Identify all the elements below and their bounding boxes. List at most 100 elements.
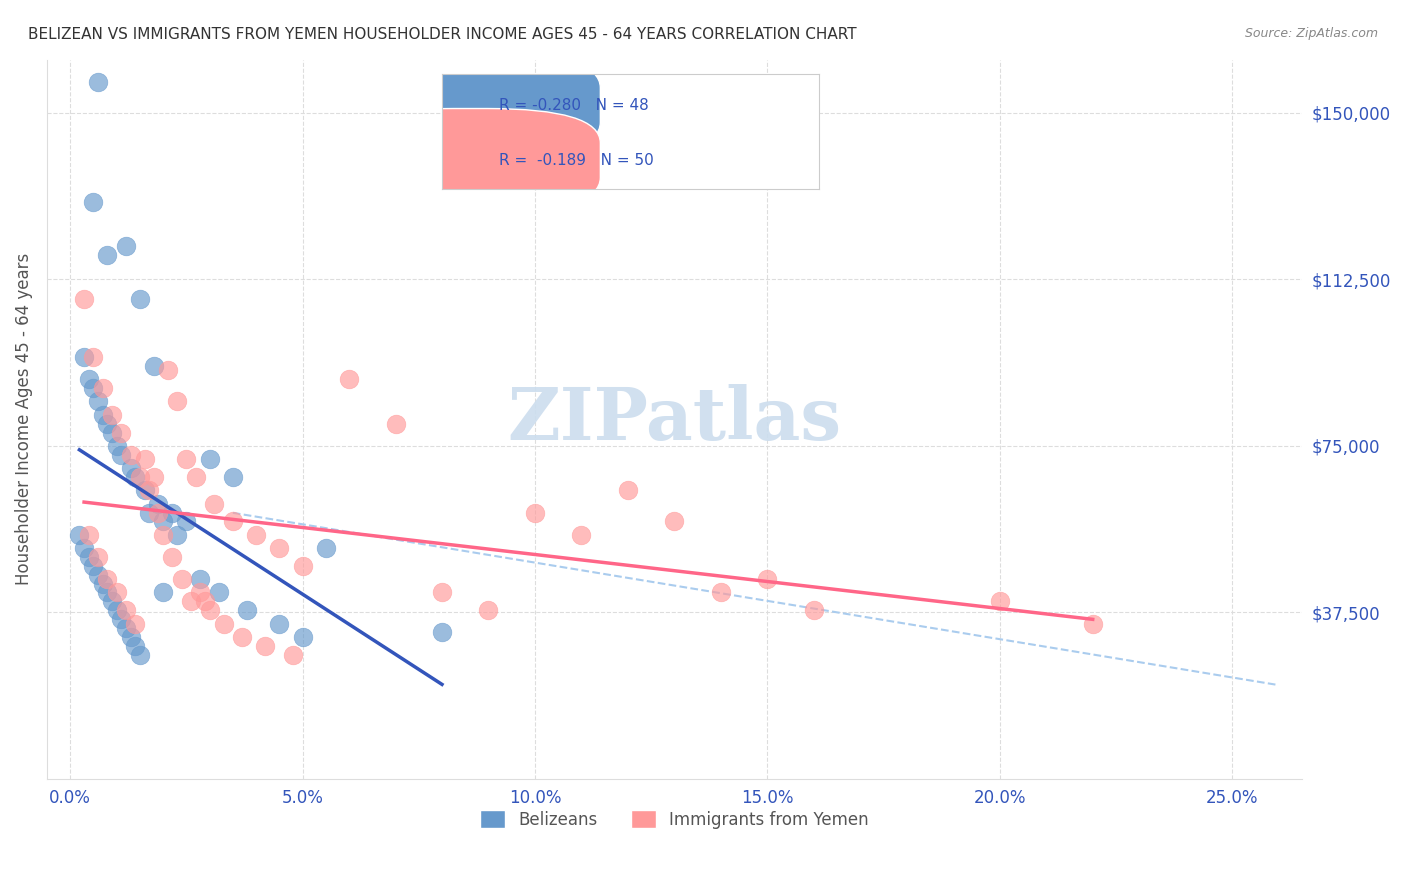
Point [222, 470, 245, 484]
Point [188, 572, 211, 586]
Point [105, 585, 128, 599]
Point [152, 585, 174, 599]
Point [101, 408, 124, 422]
Point [101, 594, 124, 608]
Point [124, 616, 146, 631]
Point [91, 381, 114, 395]
Point [87, 75, 110, 89]
Point [170, 572, 193, 586]
Y-axis label: Householder Income Ages 45 - 64 years: Householder Income Ages 45 - 64 years [15, 253, 32, 585]
Point [194, 594, 217, 608]
Point [91, 576, 114, 591]
Point [82, 350, 104, 364]
Point [756, 572, 779, 586]
Point [571, 527, 593, 541]
Point [73, 293, 96, 307]
Point [148, 497, 170, 511]
Point [148, 506, 170, 520]
Point [96, 572, 118, 586]
Point [128, 470, 150, 484]
Point [115, 621, 138, 635]
Point [152, 527, 174, 541]
Point [166, 394, 188, 409]
Point [384, 417, 406, 431]
Point [134, 483, 156, 498]
Point [1081, 616, 1104, 631]
Text: Source: ZipAtlas.com: Source: ZipAtlas.com [1244, 27, 1378, 40]
Point [988, 594, 1011, 608]
Point [115, 603, 138, 617]
Point [291, 558, 314, 573]
Point [254, 639, 277, 653]
Point [87, 549, 110, 564]
Point [82, 558, 104, 573]
Point [162, 549, 184, 564]
Point [803, 603, 825, 617]
Point [523, 506, 546, 520]
Point [110, 425, 132, 440]
Point [142, 470, 165, 484]
Point [96, 585, 118, 599]
Point [152, 515, 174, 529]
Point [134, 452, 156, 467]
Point [120, 630, 142, 644]
Point [142, 359, 165, 373]
Point [115, 239, 138, 253]
Point [202, 497, 225, 511]
Point [124, 639, 146, 653]
Point [110, 612, 132, 626]
Point [176, 452, 198, 467]
Point [124, 470, 146, 484]
Point [77, 372, 100, 386]
Point [77, 549, 100, 564]
Legend: Belizeans, Immigrants from Yemen: Belizeans, Immigrants from Yemen [474, 804, 876, 835]
Point [105, 439, 128, 453]
Point [710, 585, 733, 599]
Point [101, 425, 124, 440]
Point [120, 461, 142, 475]
Point [664, 515, 686, 529]
Point [283, 648, 305, 662]
Point [269, 541, 291, 555]
Point [477, 603, 499, 617]
Point [128, 293, 150, 307]
Point [128, 648, 150, 662]
Point [184, 470, 207, 484]
Point [231, 630, 253, 644]
Point [96, 417, 118, 431]
Text: BELIZEAN VS IMMIGRANTS FROM YEMEN HOUSEHOLDER INCOME AGES 45 - 64 YEARS CORRELAT: BELIZEAN VS IMMIGRANTS FROM YEMEN HOUSEH… [28, 27, 856, 42]
Point [222, 515, 245, 529]
Point [138, 483, 160, 498]
Point [82, 194, 104, 209]
Point [162, 506, 184, 520]
Point [105, 603, 128, 617]
Point [73, 350, 96, 364]
Point [180, 594, 202, 608]
Point [87, 567, 110, 582]
Point [67, 527, 90, 541]
Point [91, 408, 114, 422]
Point [198, 452, 221, 467]
Point [87, 394, 110, 409]
Point [617, 483, 640, 498]
Point [208, 585, 231, 599]
Point [430, 625, 453, 640]
Point [236, 603, 259, 617]
Point [269, 616, 291, 631]
Point [110, 448, 132, 462]
Point [188, 585, 211, 599]
Point [73, 541, 96, 555]
Point [120, 448, 142, 462]
Point [176, 515, 198, 529]
Point [166, 527, 188, 541]
Point [96, 248, 118, 262]
Point [198, 603, 221, 617]
Point [315, 541, 337, 555]
Point [245, 527, 267, 541]
Point [337, 372, 360, 386]
Point [291, 630, 314, 644]
Point [212, 616, 235, 631]
Point [156, 363, 179, 377]
Point [82, 381, 104, 395]
Point [138, 506, 160, 520]
